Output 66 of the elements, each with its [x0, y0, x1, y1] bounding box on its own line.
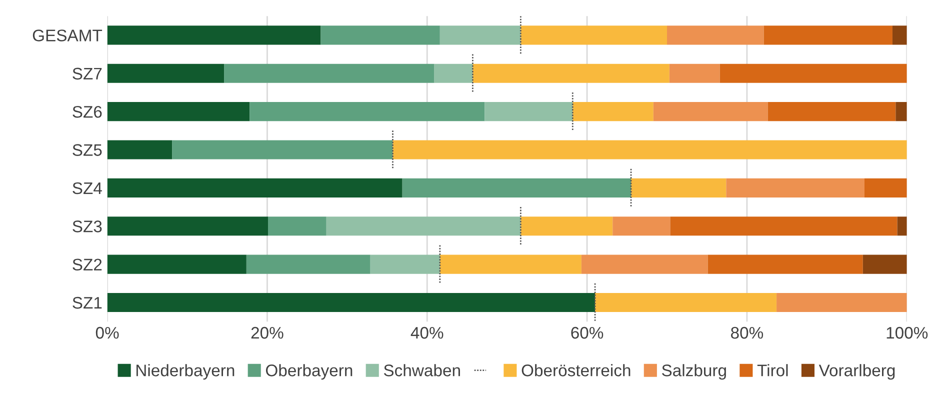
bar — [370, 254, 440, 274]
bar — [320, 26, 440, 45]
bar — [440, 26, 521, 45]
bar — [107, 102, 250, 122]
bar — [896, 102, 907, 122]
x-tick-label: 60% — [571, 326, 604, 339]
bar — [392, 140, 907, 160]
y-tick-label: SZ7 — [72, 68, 102, 80]
y-tick-label: SZ1 — [72, 296, 102, 309]
bar — [224, 64, 434, 83]
y-tick-label: GESAMT — [32, 30, 102, 42]
bar — [653, 102, 768, 122]
y-tick-label: SZ6 — [72, 106, 102, 118]
bar — [892, 26, 907, 45]
bar — [726, 178, 864, 198]
y-tick-label: SZ5 — [72, 144, 102, 156]
bar — [246, 254, 370, 274]
bar — [520, 216, 613, 236]
bar — [520, 26, 667, 45]
bar — [897, 216, 907, 236]
legend-label: Schwaben — [384, 364, 460, 376]
legend-label: Tirol — [757, 364, 788, 376]
bar — [440, 254, 582, 274]
y-tick-label: SZ2 — [72, 258, 102, 271]
x-tick-label: 80% — [731, 326, 764, 339]
bar — [484, 102, 573, 122]
x-tick-label: 40% — [410, 326, 444, 339]
bar — [268, 216, 326, 236]
bar — [107, 64, 224, 83]
bar — [107, 254, 246, 274]
legend-label: Salzburg — [662, 364, 726, 380]
bar — [402, 178, 632, 198]
legend-label: Oberbayern — [266, 364, 352, 380]
bar — [472, 64, 670, 83]
bar — [107, 292, 596, 312]
bar — [669, 64, 720, 83]
bar — [250, 102, 485, 122]
legend-label: Niederbayern — [136, 364, 234, 380]
bar — [631, 178, 726, 198]
bar — [107, 178, 402, 198]
bar — [581, 254, 708, 274]
bar — [667, 26, 764, 45]
bar — [107, 216, 268, 236]
bar — [764, 26, 892, 45]
bar — [862, 254, 907, 274]
bar — [172, 140, 393, 160]
bar — [572, 102, 654, 122]
x-tick-label: 100% — [886, 326, 928, 339]
bar — [864, 178, 907, 198]
bar — [434, 64, 473, 83]
bar — [595, 292, 777, 312]
legend-label: Oberösterreich — [522, 364, 630, 376]
bar — [768, 102, 896, 122]
bar — [612, 216, 670, 236]
y-tick-label: SZ3 — [72, 220, 102, 232]
bar — [720, 64, 907, 83]
legend-label: Vorarlberg — [818, 364, 895, 380]
bar — [776, 292, 907, 312]
x-tick-label: 0% — [96, 326, 119, 339]
bar — [670, 216, 898, 236]
y-tick-label: SZ4 — [72, 182, 102, 194]
bar — [708, 254, 863, 274]
bar — [326, 216, 521, 236]
bar — [107, 140, 172, 160]
x-tick-label: 20% — [251, 326, 284, 339]
bar — [107, 26, 321, 45]
